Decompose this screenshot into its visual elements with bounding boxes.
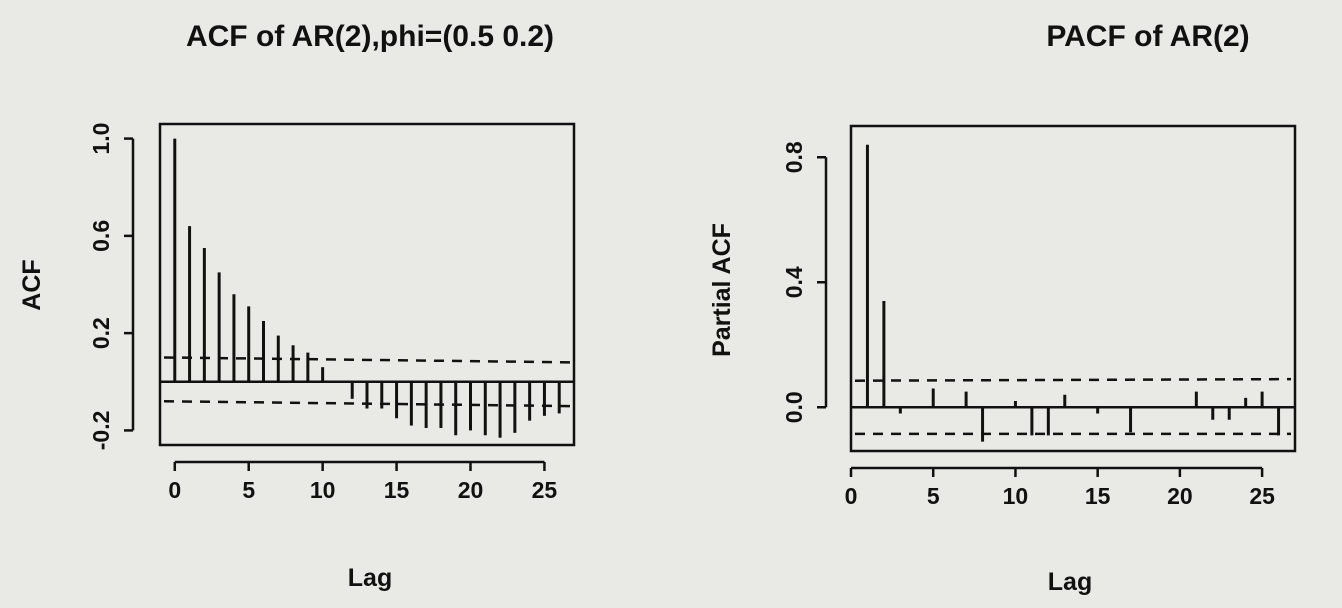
acf-marks: 0 5 10 15 20 25 -0.2 0.2 0.6 1.0: [88, 123, 574, 503]
pacf-marks: 0 5 10 15 20 25 0.0 0.4 0.8: [781, 141, 1295, 509]
acf-y-label: ACF: [18, 259, 46, 310]
pacf-x-label: Lag: [1048, 568, 1092, 596]
pacf-x-tick-label: 0: [845, 483, 858, 509]
pacf-x-tick-label: 20: [1167, 483, 1193, 509]
pacf-x-tick-label: 25: [1249, 483, 1275, 509]
acf-y-tick-label: 0.6: [88, 220, 114, 252]
pacf-title: PACF of AR(2): [1046, 20, 1249, 53]
acf-y-tick-label: 1.0: [88, 123, 114, 155]
pacf-x-tick-label: 15: [1085, 483, 1111, 509]
acf-x-label: Lag: [348, 564, 392, 592]
acf-x-tick-label: 0: [168, 477, 181, 503]
acf-x-tick-label: 10: [310, 477, 336, 503]
pacf-plot-frame: [849, 124, 1297, 453]
acf-y-tick-label: 0.2: [88, 317, 114, 349]
acf-y-tick-label: -0.2: [88, 411, 114, 451]
pacf-upper-confidence-line: [854, 377, 1292, 382]
pacf-y-tick-label: 0.0: [781, 391, 807, 423]
pacf-x-tick-label: 10: [1003, 483, 1029, 509]
acf-x-tick-label: 25: [532, 477, 558, 503]
acf-panel: ACF of AR(2),phi=(0.5 0.2) 0 5 10 15 20 25 -0.…: [18, 20, 576, 592]
pacf-y-tick-label: 0.4: [781, 266, 807, 298]
acf-upper-confidence-line: [163, 356, 571, 364]
pacf-y-label: Partial ACF: [708, 223, 736, 357]
pacf-panel: PACF of AR(2) 0 5 10 15 20 25 0.0 0.4 0.8 Lag Pa…: [708, 20, 1297, 596]
acf-x-tick-label: 15: [384, 477, 410, 503]
acf-plot-frame: [158, 122, 576, 447]
pacf-x-tick-label: 5: [927, 483, 940, 509]
acf-x-tick-label: 20: [458, 477, 484, 503]
pacf-y-tick-label: 0.8: [781, 141, 807, 173]
acf-x-tick-label: 5: [242, 477, 255, 503]
acf-title: ACF of AR(2),phi=(0.5 0.2): [186, 20, 554, 53]
